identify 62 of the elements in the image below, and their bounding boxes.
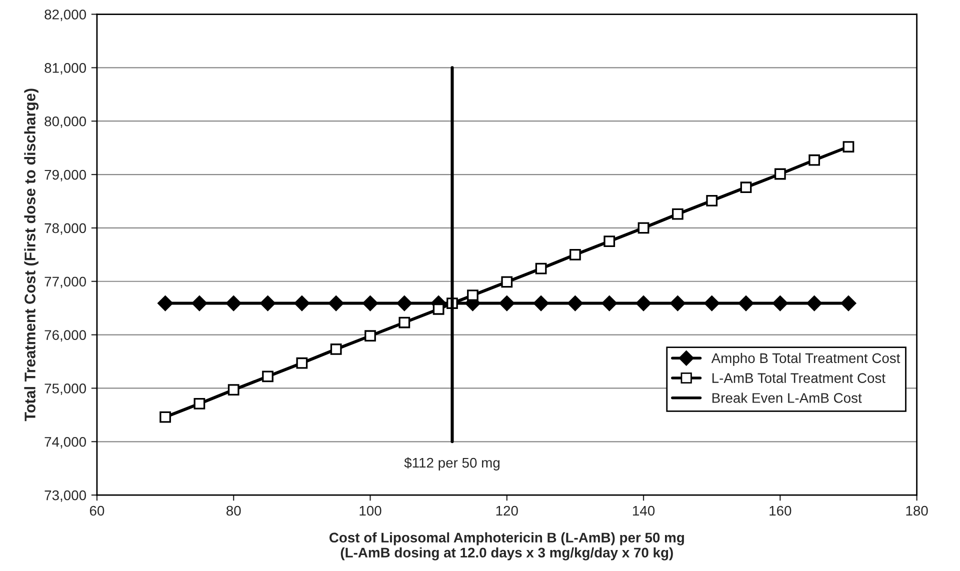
point [158, 296, 173, 311]
legend-label: Ampho B Total Treatment Cost [711, 352, 900, 366]
point [228, 384, 240, 396]
y-tick-label: 79,000 [44, 170, 86, 182]
point [194, 398, 206, 410]
x-tick-label: 100 [360, 506, 382, 516]
annotation: $112 per 50 mg [404, 457, 500, 470]
x-tick-label: 80 [226, 506, 241, 516]
x-tick-label: 180 [906, 506, 928, 516]
point [330, 344, 342, 355]
point [501, 276, 513, 288]
y-axis-title: Total Treatment Cost (First dose to discharge) [24, 88, 39, 422]
point [364, 330, 376, 342]
y-tick-label: 74,000 [44, 436, 86, 448]
point [604, 236, 616, 248]
y-tick-label: 81,000 [44, 63, 86, 75]
y-tick-label: 73,000 [44, 490, 86, 502]
point [806, 296, 822, 311]
point [499, 296, 515, 311]
x-tick-label: 60 [90, 506, 104, 516]
point [602, 296, 618, 311]
point [772, 296, 788, 311]
point [567, 296, 583, 311]
x-tick-label: 140 [632, 506, 655, 516]
x-tick-label: 120 [496, 506, 518, 516]
point [842, 141, 854, 152]
point [160, 411, 171, 423]
point [840, 296, 856, 311]
point [226, 296, 242, 311]
point [774, 168, 786, 180]
point [738, 296, 754, 311]
point [808, 154, 820, 166]
y-tick-label: 77,000 [44, 276, 86, 288]
point [570, 248, 581, 260]
point [398, 316, 410, 328]
x-axis-title: Cost of Liposomal Amphotericin B (L-AmB) per 50 mg (L-AmB dosing at 12.0 days x 3 mg/kg/day x 70 kg) [329, 532, 684, 560]
legend-label: L-AmB Total Treatment Cost [712, 372, 886, 383]
point [706, 195, 718, 206]
point [260, 296, 276, 311]
point [670, 296, 686, 311]
point [740, 182, 752, 194]
point [328, 296, 344, 311]
point [672, 208, 684, 220]
point [636, 296, 652, 311]
point [638, 222, 650, 234]
y-tick-label: 82,000 [44, 10, 86, 22]
y-tick-label: 76,000 [44, 330, 86, 342]
y-tick-label: 78,000 [44, 223, 86, 235]
point [294, 296, 310, 311]
point [533, 296, 549, 311]
y-tick-label: 80,000 [44, 116, 86, 128]
point [396, 296, 412, 311]
point [362, 296, 378, 311]
y-tick-label: 75,000 [44, 384, 86, 396]
point [704, 296, 720, 311]
legend-label: Break Even L-AmB Cost [712, 392, 862, 403]
point [296, 357, 308, 369]
point [467, 290, 478, 301]
point [535, 262, 547, 274]
point [192, 296, 208, 311]
x-tick-label: 160 [770, 506, 792, 516]
point [262, 370, 274, 382]
